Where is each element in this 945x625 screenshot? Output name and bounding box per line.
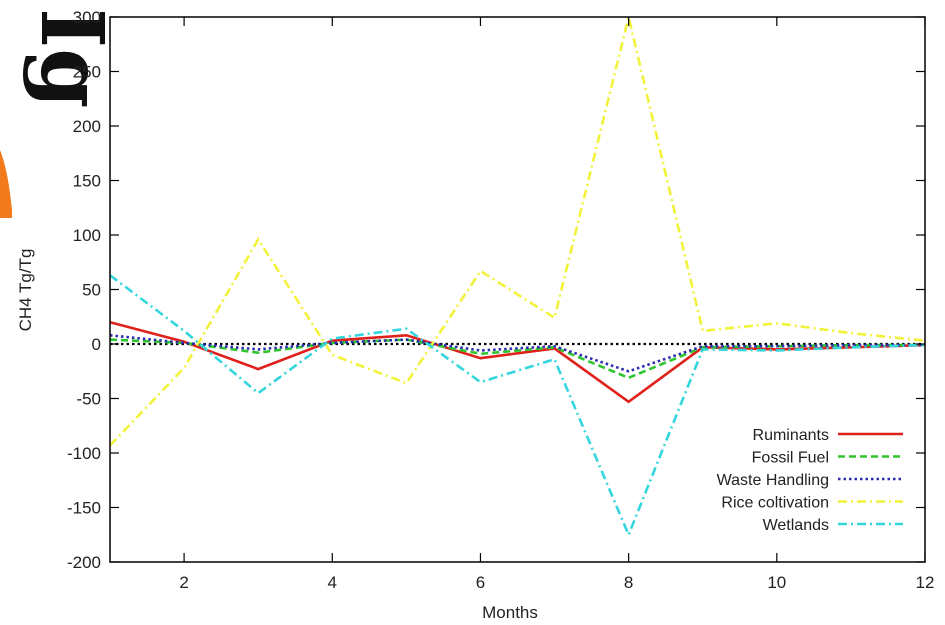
legend: Ruminants Fossil Fuel Waste Handling Rice c… — [717, 427, 903, 534]
x-tick-label: 10 — [767, 573, 786, 592]
x-axis-label: Months — [482, 603, 538, 622]
y-tick-label: 50 — [82, 281, 101, 300]
x-tick-label: 2 — [179, 573, 188, 592]
legend-label-waste-handling: Waste Handling — [717, 472, 829, 489]
y-tick-label: -50 — [76, 390, 101, 409]
x-tick-label: 4 — [328, 573, 337, 592]
y-tick-label: 0 — [92, 335, 101, 354]
plot-area — [109, 16, 926, 539]
legend-label-ruminants: Ruminants — [753, 427, 829, 444]
y-tick-label: 300 — [73, 8, 101, 27]
edge-fragment: Ig — [0, 8, 122, 218]
edge-orange-shape — [0, 150, 12, 218]
series-line-rice-coltivation — [109, 16, 926, 447]
x-tick-label: 8 — [624, 573, 633, 592]
series-line-ruminants — [109, 320, 926, 404]
x-tick-label: 12 — [916, 573, 935, 592]
y-tick-label: 200 — [73, 117, 101, 136]
legend-label-rice-coltivation: Rice coltivation — [721, 495, 829, 512]
edge-glyph-text: Ig — [21, 8, 122, 108]
y-axis-label: CH4 Tg/Tg — [16, 249, 35, 332]
axes: -200 -150 -100 -50 0 50 100 150 200 250 300 2 4 6 8 10 1… — [67, 8, 934, 592]
series-line-wetlands — [109, 274, 926, 539]
y-tick-label: 250 — [73, 63, 101, 82]
x-tick-label: 6 — [476, 573, 485, 592]
legend-label-fossil-fuel: Fossil Fuel — [752, 450, 829, 467]
y-tick-label: -200 — [67, 553, 101, 572]
y-tick-label: -100 — [67, 444, 101, 463]
y-tick-label: 150 — [73, 172, 101, 191]
legend-label-wetlands: Wetlands — [763, 517, 829, 534]
y-tick-label: 100 — [73, 226, 101, 245]
y-tick-label: -150 — [67, 499, 101, 518]
series-line-waste-handling — [109, 334, 925, 373]
